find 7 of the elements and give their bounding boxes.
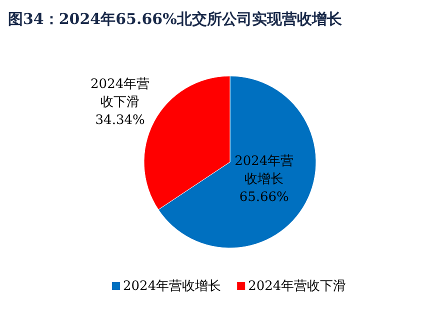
data-label: 34.34%	[94, 112, 146, 130]
slice-label: 2024年营收增长	[234, 153, 295, 190]
legend-label: 2024年营收下滑	[248, 279, 346, 294]
chart-title: 图34：2024年65.66%北交所公司实现营收增长	[8, 10, 343, 28]
legend-label: 2024年营收增长	[123, 279, 222, 294]
data-label: 65.66%	[238, 189, 290, 208]
slice-label: 2024年营收下滑	[90, 76, 151, 112]
